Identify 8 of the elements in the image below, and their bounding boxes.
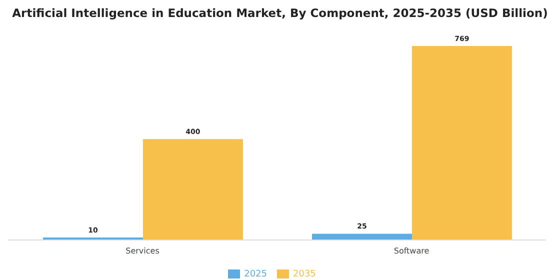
bar xyxy=(142,139,243,240)
legend-label: 2035 xyxy=(293,269,316,280)
bar xyxy=(312,234,412,240)
x-tick-label: Services xyxy=(126,246,160,256)
chart-title: Artificial Intelligence in Education Market, By Component, 2025-2035 (USD Billion) xyxy=(11,5,549,22)
x-tick-label: Software xyxy=(394,246,430,256)
legend-label: 2025 xyxy=(244,269,267,280)
bar xyxy=(412,46,512,240)
